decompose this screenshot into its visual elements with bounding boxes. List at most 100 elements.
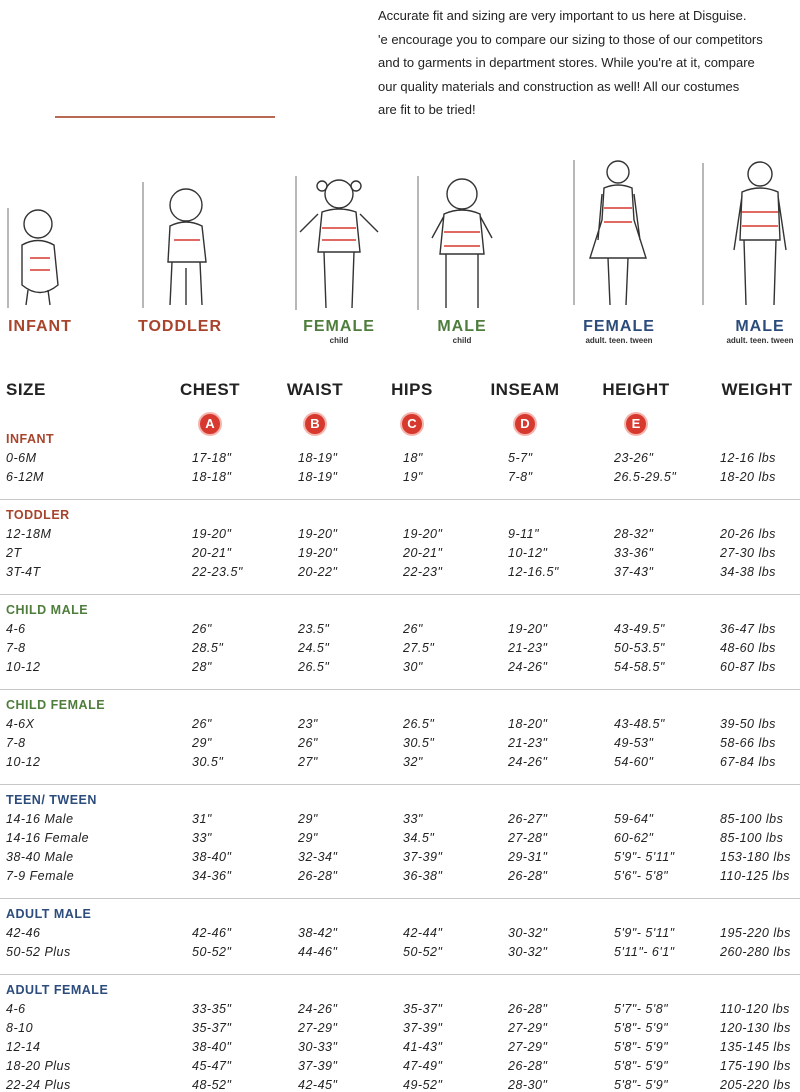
table-cell: 18-20 Plus xyxy=(6,1059,71,1073)
intro-line: our quality materials and construction a… xyxy=(378,78,740,94)
group-title: INFANT xyxy=(6,432,55,446)
table-cell: 30.5" xyxy=(192,755,224,769)
table-cell: 5'11"- 6'1" xyxy=(614,945,675,959)
figure-label: MALE xyxy=(735,318,785,335)
table-cell: 26.5-29.5" xyxy=(614,470,677,484)
table-cell: 120-130 lbs xyxy=(720,1021,791,1035)
table-cell: 30-32" xyxy=(508,926,548,940)
table-cell: 19-20" xyxy=(192,527,232,541)
table-cell: 26-28" xyxy=(298,869,338,883)
intro-line: Accurate fit and sizing are very importa… xyxy=(378,8,747,23)
table-cell: 43-49.5" xyxy=(614,622,665,636)
table-cell: 10-12" xyxy=(508,546,548,560)
separator xyxy=(0,499,800,500)
table-cell: 6-12M xyxy=(6,470,44,484)
separator xyxy=(0,974,800,975)
table-cell: 14-16 Male xyxy=(6,812,74,826)
table-cell: 37-39" xyxy=(298,1059,338,1073)
column-badge: C xyxy=(400,412,424,436)
toddler-figure xyxy=(142,182,207,308)
table-cell: 30.5" xyxy=(403,736,435,750)
table-cell: 60-62" xyxy=(614,831,654,845)
table-cell: 47-49" xyxy=(403,1059,443,1073)
table-cell: 26" xyxy=(192,717,212,731)
table-cell: 260-280 lbs xyxy=(720,945,791,959)
table-cell: 26" xyxy=(192,622,212,636)
table-cell: 10-12 xyxy=(6,660,41,674)
table-cell: 42-46" xyxy=(192,926,232,940)
separator xyxy=(0,689,800,690)
table-cell: 110-120 lbs xyxy=(720,1002,790,1016)
table-cell: 37-43" xyxy=(614,565,654,579)
table-cell: 28" xyxy=(192,660,212,674)
table-cell: 42-44" xyxy=(403,926,443,940)
table-cell: 5'9"- 5'11" xyxy=(614,926,675,940)
group-title: TEEN/ TWEEN xyxy=(6,793,97,807)
figure-label: INFANT xyxy=(8,318,72,335)
table-cell: 27-29" xyxy=(508,1021,548,1035)
column-header: WAIST xyxy=(286,380,344,399)
table-cell: 38-40" xyxy=(192,1040,232,1054)
table-cell: 85-100 lbs xyxy=(720,812,784,826)
table-cell: 32-34" xyxy=(298,850,338,864)
table-cell: 42-45" xyxy=(298,1078,338,1092)
table-cell: 58-66 lbs xyxy=(720,736,776,750)
table-cell: 22-23" xyxy=(403,565,443,579)
male-adult-figure xyxy=(702,161,787,306)
table-cell: 110-125 lbs xyxy=(720,869,790,883)
column-header: INSEAM xyxy=(490,380,560,399)
table-cell: 4-6X xyxy=(6,717,35,731)
table-cell: 30" xyxy=(403,660,423,674)
table-cell: 44-46" xyxy=(298,945,338,959)
table-cell: 5'9"- 5'11" xyxy=(614,850,675,864)
table-cell: 50-52" xyxy=(192,945,232,959)
table-cell: 8-10 xyxy=(6,1021,34,1035)
table-cell: 26" xyxy=(403,622,423,636)
table-cell: 27-30 lbs xyxy=(720,546,776,560)
figures-art xyxy=(7,116,787,310)
table-cell: 135-145 lbs xyxy=(720,1040,791,1054)
table-cell: 30-33" xyxy=(298,1040,338,1054)
table-cell: 29" xyxy=(298,812,318,826)
infant-figure xyxy=(7,208,59,308)
table-cell: 205-220 lbs xyxy=(720,1078,791,1092)
table-cell: 28-32" xyxy=(614,527,654,541)
table-cell: 20-21" xyxy=(403,546,443,560)
table-cell: 26-28" xyxy=(508,869,548,883)
table-cell: 17-18" xyxy=(192,451,232,465)
table-cell: 18" xyxy=(403,451,423,465)
column-badge: B xyxy=(303,412,327,436)
table-cell: 10-12 xyxy=(6,755,41,769)
table-cell: 7-8 xyxy=(6,641,26,655)
table-cell: 60-87 lbs xyxy=(720,660,776,674)
table-cell: 26" xyxy=(298,736,318,750)
table-cell: 18-19" xyxy=(298,451,338,465)
table-cell: 24-26" xyxy=(298,1002,338,1016)
table-cell: 48-60 lbs xyxy=(720,641,776,655)
table-cell: 29-31" xyxy=(508,850,548,864)
table-cell: 37-39" xyxy=(403,1021,443,1035)
column-badge: E xyxy=(624,412,648,436)
table-cell: 27-29" xyxy=(508,1040,548,1054)
figure-sublabel: child xyxy=(452,336,472,345)
table-cell: 34.5" xyxy=(403,831,435,845)
table-cell: 19-20" xyxy=(403,527,443,541)
table-cell: 28.5" xyxy=(192,641,224,655)
table-cell: 19" xyxy=(403,470,423,484)
column-header: SIZE xyxy=(6,380,46,399)
table-cell: 49-52" xyxy=(403,1078,443,1092)
column-header: WEIGHT xyxy=(721,380,793,399)
table-cell: 7-8 xyxy=(6,736,26,750)
intro-line: 'e encourage you to compare our sizing t… xyxy=(378,31,763,47)
female-child-figure xyxy=(295,176,379,310)
table-cell: 33-36" xyxy=(614,546,654,560)
column-badge: A xyxy=(198,412,222,436)
figure-sublabel: adult. teen. tween xyxy=(726,336,794,345)
table-cell: 5-7" xyxy=(508,451,533,465)
group-title: CHILD MALE xyxy=(6,603,89,617)
table-cell: 36-38" xyxy=(403,869,443,883)
table-cell: 12-18M xyxy=(6,527,52,541)
table-cell: 24-26" xyxy=(508,755,548,769)
group-title: ADULT MALE xyxy=(6,907,92,921)
table-cell: 26.5" xyxy=(403,717,435,731)
